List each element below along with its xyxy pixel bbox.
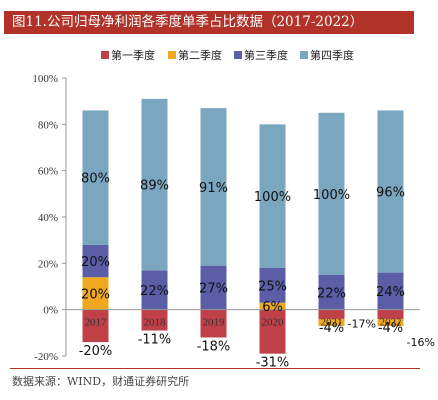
- y-tick-label: 40%: [38, 212, 58, 224]
- chart: -20% 0% 20% 40% 60% 80% 100% 第一季度 第二季度 第三季度 第四季度 20…: [0, 40, 438, 372]
- bar-segment: [318, 318, 345, 326]
- data-label: -11%: [138, 333, 172, 348]
- data-label: 22%: [317, 286, 346, 301]
- y-tick-label: 0%: [43, 305, 58, 317]
- legend-swatch: [168, 51, 176, 59]
- bar-segment: [259, 302, 286, 310]
- legend-swatch: [101, 51, 109, 59]
- legend-swatch: [234, 51, 242, 59]
- bar-segment: [200, 108, 227, 266]
- source-divider: [10, 368, 420, 369]
- x-tick-label: 2020: [262, 317, 285, 329]
- x-tick-label: 2022: [380, 317, 402, 329]
- data-label: -4%: [319, 321, 344, 336]
- bar-segment: [377, 309, 404, 319]
- data-label: -17%: [348, 318, 376, 331]
- data-label: 27%: [199, 282, 228, 297]
- data-label: 96%: [376, 186, 405, 201]
- y-tick-label: 60%: [38, 166, 58, 178]
- data-label: -4%: [378, 321, 403, 336]
- bar-segment: [200, 309, 227, 338]
- data-label: 6%: [262, 300, 283, 315]
- data-label: 22%: [140, 284, 169, 299]
- bar-segment: [377, 318, 404, 326]
- data-label: -31%: [256, 356, 290, 371]
- data-label: 100%: [313, 188, 350, 203]
- bar-segment: [377, 110, 404, 273]
- bar-segment: [318, 112, 345, 275]
- bar-segment: [82, 309, 109, 343]
- bar-segment: [259, 124, 286, 268]
- data-label: -20%: [79, 344, 113, 359]
- data-label: 25%: [258, 279, 287, 294]
- data-label: 20%: [81, 255, 110, 270]
- legend-label: 第四季度: [310, 48, 354, 62]
- x-tick-label: 2017: [85, 317, 108, 329]
- data-label: 24%: [376, 285, 405, 300]
- data-label: 91%: [199, 181, 228, 196]
- legend-swatch: [300, 51, 308, 59]
- bar-segment: [377, 272, 404, 310]
- x-tick-label: 2019: [203, 317, 226, 329]
- bar-segment: [259, 267, 286, 303]
- legend-label: 第一季度: [111, 48, 155, 62]
- y-tick-label: 80%: [38, 119, 58, 131]
- data-label: 80%: [81, 172, 110, 187]
- stacked-bar-chart: -20% 0% 20% 40% 60% 80% 100% 第一季度 第二季度 第三季度 第四季度 20…: [32, 48, 435, 371]
- bar-segment: [82, 110, 109, 245]
- data-label: 100%: [254, 190, 291, 205]
- figure-title: 图11.公司归母净利润各季度单季占比数据（2017-2022）: [4, 11, 414, 34]
- data-label: 89%: [140, 179, 169, 194]
- bar-segment: [82, 277, 109, 310]
- y-tick-label: 100%: [32, 73, 58, 85]
- y-tick-label: -20%: [34, 351, 58, 363]
- bar-segment: [141, 98, 168, 271]
- bar-segment: [141, 309, 168, 331]
- bar-segment: [318, 309, 345, 319]
- legend-label: 第二季度: [178, 48, 222, 62]
- bar-segment: [82, 244, 109, 278]
- y-tick-label: 20%: [38, 258, 58, 270]
- bar-segment: [259, 309, 286, 354]
- data-label: -16%: [407, 336, 435, 349]
- bar-segment: [141, 270, 168, 310]
- data-label: 20%: [81, 287, 110, 302]
- x-tick-label: 2018: [144, 317, 167, 329]
- x-tick-label: 2021: [321, 317, 343, 329]
- data-label: -18%: [197, 339, 231, 354]
- figure-source: 数据来源：WIND，财通证券研究所: [12, 375, 190, 388]
- bar-segment: [318, 274, 345, 310]
- bar-segment: [200, 265, 227, 310]
- legend-label: 第三季度: [244, 48, 288, 62]
